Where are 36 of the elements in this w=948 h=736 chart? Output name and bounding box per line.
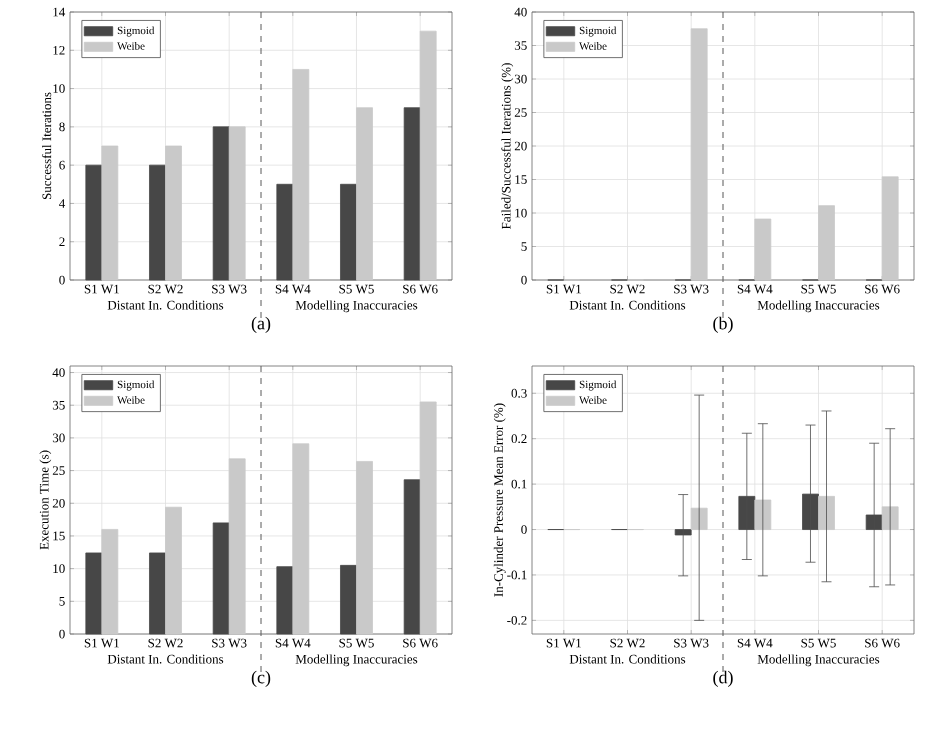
bar [149,164,166,281]
bar [85,552,103,635]
bar [881,176,899,281]
bar [340,183,357,281]
bar [292,69,310,281]
bar [212,522,230,635]
bar [356,461,373,635]
bar [101,145,119,281]
bar [818,205,835,281]
bar [165,506,182,635]
bar [754,499,772,530]
bar [292,443,310,635]
bar [419,401,437,635]
bar [165,145,182,281]
text: (d) [713,670,733,688]
bar [276,566,294,635]
bar [101,529,119,635]
bar [228,458,246,635]
bar [403,479,421,635]
text: (b) [713,316,733,334]
bar [149,552,166,635]
bar [818,495,835,530]
bar [276,183,294,281]
bar [228,126,246,281]
bar [690,507,708,530]
bar [85,164,103,281]
bar [881,506,899,530]
bar [356,107,373,281]
text: (a) [251,316,271,334]
bar [403,107,421,281]
text: (c) [251,670,271,688]
bar [212,126,230,281]
bar [419,30,437,281]
bar [690,28,708,281]
bar [754,218,772,281]
bar [340,564,357,635]
